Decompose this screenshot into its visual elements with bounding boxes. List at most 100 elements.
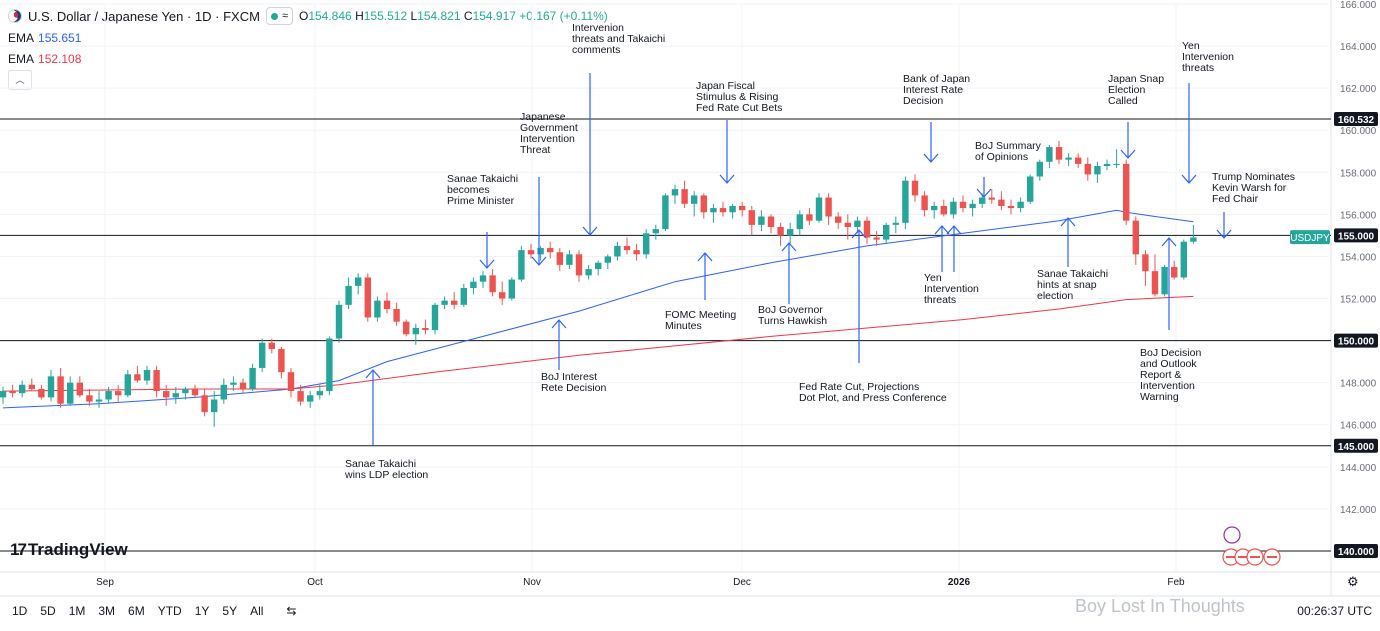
candle-body [95,399,103,402]
candle-body [124,374,131,396]
annotation-arrow-head [934,225,950,235]
range-ytd[interactable]: YTD [157,604,182,618]
settings-gear-icon[interactable]: ⚙ [1347,574,1359,589]
candle-body [691,195,698,204]
candle-body [873,237,880,240]
candle-body [143,370,151,381]
ema-legend-fast[interactable]: EMA 155.651 [8,31,82,45]
symbol-title[interactable]: U.S. Dollar / Japanese Yen · 1D · FXCM [28,8,260,24]
annotation-line: FOMC Meeting [665,309,736,321]
candle-body [595,262,602,270]
y-tick-label: 144.000 [1340,463,1377,474]
y-tick-label: 166.000 [1340,0,1377,11]
candle-body [643,233,650,255]
annotation-arrow-head [1216,229,1232,239]
annotation-text: BoJ Interest Rete Decision [541,371,607,394]
ema-legend-slow[interactable]: EMA 152.108 [8,52,82,66]
annotation-line: Minutes [665,320,702,332]
candle-body [115,391,122,396]
ema-fast-line [2,209,1194,409]
range-selector: 1D 5D 1M 3M 6M YTD 1Y 5Y All ⇆ [12,604,296,618]
candle-body [470,281,477,288]
annotation-arrow-head [851,229,867,239]
y-tick-label: 156.000 [1340,210,1377,221]
candle-body [556,252,563,265]
candle-body [1036,161,1043,177]
candle-body [1075,157,1082,164]
ohlc-close: 154.917 [472,9,516,23]
candle-body [623,245,631,251]
range-6m[interactable]: 6M [128,604,145,618]
range-1m[interactable]: 1M [68,604,86,618]
annotation-line: Threat [520,144,550,156]
candle-body [883,224,890,240]
annotation-line: Called [1108,95,1138,107]
annotation-line: Dot Plot, and Press Conference [799,392,947,404]
candle-body [307,395,314,402]
ohlc-readout: O154.846 H155.512 L154.821 C154.917 +0.1… [298,9,608,23]
annotation-line: Turns Hawkish [758,315,827,327]
annotation-line: wins LDP election [344,469,428,481]
candle-body [700,195,707,213]
candle-body [460,288,467,305]
annotation-line: Intervenion [572,22,624,34]
y-tick-label: 142.000 [1340,505,1377,516]
utc-clock[interactable]: 00:26:37 UTC [1297,604,1372,618]
candle-body [297,391,304,402]
candle-body [1094,165,1101,175]
candle-body [1065,157,1072,160]
candle-body [172,393,179,398]
range-all[interactable]: All [250,604,264,618]
candle-body [479,275,487,282]
y-tick-label: 148.000 [1340,379,1377,390]
candle-body [412,327,419,335]
x-tick-label: Feb [1167,577,1185,588]
candle-body [1046,147,1053,162]
annotation-text: Yen Intervention threats [924,272,979,306]
candle-body [796,214,803,230]
range-1y[interactable]: 1Y [194,604,210,618]
annotation-line: Japan Snap [1108,73,1164,85]
candle-body [364,277,371,318]
range-5d[interactable]: 5D [40,604,56,618]
candle-body [1171,266,1178,278]
range-1d[interactable]: 1D [12,604,28,618]
candle-body [998,199,1005,206]
range-5y[interactable]: 5Y [222,604,238,618]
range-3m[interactable]: 3M [98,604,116,618]
annotation-line: BoJ Governor [758,304,823,316]
usdjpy-flag-icon [8,9,22,23]
candle-body [767,216,775,227]
date-range-icon[interactable]: ⇆ [286,604,297,618]
annotation-line: election [1037,290,1073,302]
symbol-price-tag-bg [1290,230,1330,245]
annotation-line: BoJ Summary [975,140,1042,152]
candle-body [1113,163,1120,165]
candle-body [854,220,861,227]
annotation-text: BoJ Summary of Opinions [975,140,1042,163]
candle-body [758,216,765,225]
y-tick-label: 146.000 [1340,421,1377,432]
symbol-price-tag: USDJPY [1290,233,1330,244]
market-status-badge[interactable]: ≈ [265,7,293,25]
candle-body [163,391,170,398]
candle-body [230,382,237,385]
candle-body [633,250,640,255]
badge-symbol: ≈ [281,10,288,22]
level-label: 140.000 [1338,547,1375,558]
candle-body [9,391,16,394]
candle-body [892,222,899,225]
level-label-bg [1334,228,1378,243]
level-label: 145.000 [1338,442,1375,453]
candle-body [249,367,256,389]
candle-body [441,300,448,305]
collapse-legend-button[interactable]: ︿ [8,70,32,90]
annotation-arrow-head [976,188,992,198]
candle-body [806,214,813,221]
annotation-arrow-head [582,226,598,236]
candle-body [1055,147,1063,160]
ohlc-change: +0.167 (+0.11%) [519,9,608,23]
candle-body [153,370,160,392]
annotation-line: Government [520,122,578,134]
